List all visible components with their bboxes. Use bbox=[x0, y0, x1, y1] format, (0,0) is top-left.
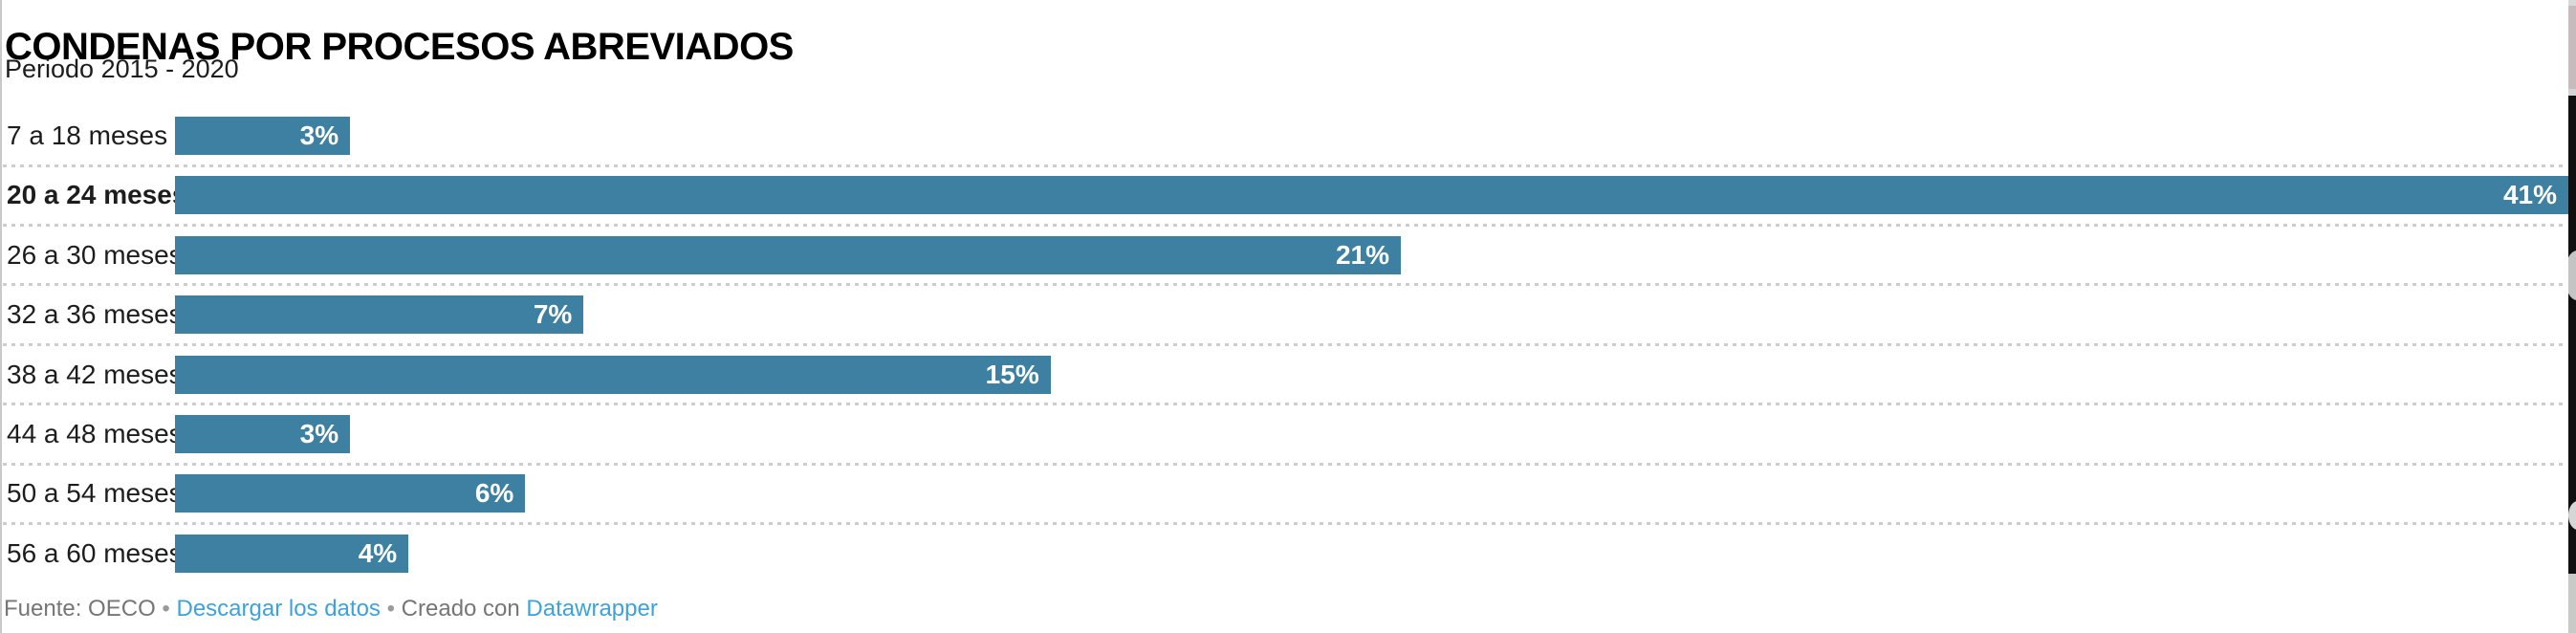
chart-title: CONDENAS POR PROCESOS ABREVIADOS bbox=[5, 25, 794, 68]
bar-row: 32 a 36 meses 7% bbox=[0, 295, 2568, 335]
category-label: 44 a 48 meses bbox=[7, 419, 183, 448]
bar[interactable]: 4% bbox=[175, 534, 409, 573]
bar-row: 26 a 30 meses 21% bbox=[0, 235, 2568, 274]
bar-track: 3% bbox=[175, 117, 2568, 155]
category-label: 56 a 60 meses bbox=[7, 537, 183, 568]
value-label: 3% bbox=[299, 419, 339, 448]
row-separator bbox=[3, 164, 2566, 167]
datawrapper-link[interactable]: Datawrapper bbox=[526, 596, 658, 622]
bar[interactable]: 7% bbox=[175, 295, 584, 335]
row-separator bbox=[3, 521, 2566, 525]
bar-track: 21% bbox=[175, 235, 2568, 274]
edge-artifact-segment bbox=[2568, 96, 2576, 574]
value-label: 6% bbox=[474, 478, 514, 509]
bar[interactable]: 15% bbox=[175, 355, 1051, 394]
bar[interactable]: 3% bbox=[175, 415, 351, 453]
value-label: 21% bbox=[1335, 239, 1390, 270]
row-separator bbox=[3, 223, 2566, 227]
edge-artifact-notch bbox=[2568, 251, 2576, 300]
edge-artifact-segment bbox=[2568, 89, 2576, 96]
footer-separator: • bbox=[386, 596, 395, 622]
bar-row: 20 a 24 meses 41% bbox=[0, 176, 2568, 215]
category-label: 50 a 54 meses bbox=[7, 478, 183, 509]
edge-artifact-notch bbox=[2568, 501, 2576, 530]
bar-track: 15% bbox=[175, 355, 2568, 394]
row-separator bbox=[3, 342, 2566, 346]
category-label: 32 a 36 meses bbox=[7, 299, 183, 330]
bar-row: 56 a 60 meses 4% bbox=[0, 534, 2568, 573]
edge-artifact-segment bbox=[2568, 574, 2576, 633]
row-separator bbox=[3, 462, 2566, 466]
edge-artifact-segment bbox=[2568, 6, 2576, 89]
bar-track: 7% bbox=[175, 295, 2568, 335]
value-label: 3% bbox=[299, 120, 339, 150]
category-label: 38 a 42 meses bbox=[7, 359, 183, 389]
value-label: 4% bbox=[358, 537, 398, 568]
bar[interactable]: 21% bbox=[175, 235, 1402, 274]
value-label: 15% bbox=[985, 359, 1039, 389]
background-window-edge-artifact bbox=[2568, 0, 2576, 633]
category-label: 7 a 18 meses bbox=[7, 120, 168, 150]
chart-subtitle: Periodo 2015 - 2020 bbox=[5, 55, 239, 83]
bar-track: 41% bbox=[175, 176, 2568, 215]
bar-track: 4% bbox=[175, 534, 2568, 573]
row-separator bbox=[3, 403, 2566, 406]
download-data-link[interactable]: Descargar los datos bbox=[176, 596, 381, 622]
row-separator bbox=[3, 283, 2566, 287]
category-label: 26 a 30 meses bbox=[7, 239, 183, 270]
source-text: Fuente: OECO bbox=[4, 596, 156, 622]
bar-row: 38 a 42 meses 15% bbox=[0, 355, 2568, 394]
bar-row: 50 a 54 meses 6% bbox=[0, 474, 2568, 513]
value-label: 41% bbox=[2502, 180, 2557, 210]
bar-row: 7 a 18 meses 3% bbox=[0, 117, 2568, 155]
bar[interactable]: 6% bbox=[175, 474, 526, 513]
edge-artifact-segment bbox=[2568, 0, 2576, 6]
created-with-text: Creado con bbox=[401, 596, 520, 622]
chart-footer: Fuente: OECO • Descargar los datos • Cre… bbox=[4, 595, 658, 623]
window-left-border bbox=[0, 0, 2, 633]
bar-track: 3% bbox=[175, 415, 2568, 453]
bar[interactable]: 3% bbox=[175, 117, 351, 155]
footer-separator: • bbox=[162, 596, 170, 622]
category-label: 20 a 24 meses bbox=[7, 180, 187, 210]
value-label: 7% bbox=[533, 299, 573, 330]
bar[interactable]: 41% bbox=[175, 176, 2568, 215]
bar-track: 6% bbox=[175, 474, 2568, 513]
bar-row: 44 a 48 meses 3% bbox=[0, 415, 2568, 453]
